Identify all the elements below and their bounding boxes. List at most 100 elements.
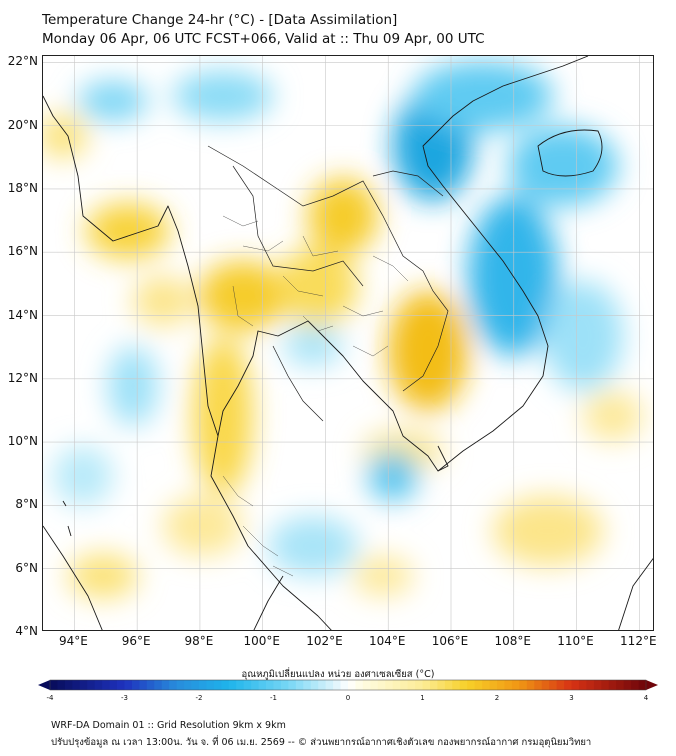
colorbar-segment [176,680,185,690]
country-borders [207,145,449,422]
colorbar-segment [400,680,408,690]
colorbar-segment [72,680,81,690]
colorbar-segment [556,680,565,690]
colorbar-segment [362,680,371,690]
colorbar-segment [236,680,245,690]
lon-label: 112°E [620,634,657,648]
colorbar-segment [154,680,163,690]
lat-label: 16°N [7,244,38,259]
colorbar-segment [325,680,334,690]
colorbar-tick: 1 [420,694,425,702]
colorbar-segment [638,680,647,690]
colorbar-segment [221,680,230,690]
lon-label: 110°E [557,634,594,648]
colorbar-segment [541,680,550,690]
colorbar-segment [601,680,610,690]
colorbar [38,679,658,691]
lon-label: 100°E [243,634,280,648]
colorbar-outline [49,679,647,691]
lat-label: 4°N [15,624,38,638]
colorbar-segment [79,680,88,690]
lat-label: 22°N [7,54,38,69]
colorbar-segment [608,680,617,690]
colorbar-segment [482,680,490,690]
colorbar-segment [623,680,632,690]
colorbar-segment [50,680,58,690]
colorbar-segment [631,680,639,690]
colorbar-segment [429,680,438,690]
colorbar-segment [161,680,170,690]
colorbar-segment [280,680,289,690]
colorbar-tick: 0 [345,694,351,702]
colorbar-title: อุณหภูมิเปลี่ยนแปลง หน่วย องศาเซลเซียส (… [241,669,435,680]
colorbar-segment [571,680,580,690]
colorbar-segment [139,680,148,690]
colorbar-segment [437,680,446,690]
colorbar-segment [109,680,118,690]
colorbar-segment [228,680,237,690]
colorbar-segment [333,680,341,690]
colorbar-segment [310,680,319,690]
colorbar-segment [243,680,252,690]
colorbar-segment [452,680,461,690]
colorbar-segment [392,680,401,690]
lat-label: 14°N [7,307,38,322]
colorbar-segment [64,680,73,690]
footer-credit: ปรับปรุงข้อมูล ณ เวลา 13:00น. วัน จ. ที่… [51,737,592,748]
colorbar-segment [549,680,557,690]
map-gridlines [43,56,653,630]
map-subtitle: Monday 06 Apr, 06 UTC FCST+066, Valid at… [42,31,485,47]
colorbar-segment [526,680,535,690]
lon-label: 98°E [184,634,214,648]
temperature-field [43,61,643,598]
colorbar-segment [213,680,222,690]
colorbar-segment [370,680,379,690]
colorbar-segment [519,680,528,690]
map-title: Temperature Change 24-hr (°C) - [Data As… [42,12,398,28]
map-canvas [43,56,653,630]
colorbar-segment [377,680,386,690]
colorbar-segment [534,680,543,690]
lon-label: 104°E [368,634,406,648]
lat-label: 18°N [7,180,38,195]
lat-label: 10°N [7,434,38,449]
colorbar-segment [146,680,155,690]
colorbar-segment [206,680,215,690]
colorbar-segment [467,680,476,690]
colorbar-segment [348,680,356,690]
lon-label: 94°E [58,634,88,648]
lon-label: 96°E [121,634,151,648]
colorbar-segment [385,680,394,690]
colorbar-tick: -1 [270,694,277,702]
colorbar-segment [415,680,423,690]
lat-label: 20°N [7,117,38,132]
colorbar-tick: 2 [494,694,500,702]
lon-label: 106°E [431,634,469,648]
colorbar-max-extend [646,680,658,690]
colorbar-segment [474,680,483,690]
colorbar-segment [318,680,327,690]
colorbar-segment [497,680,505,690]
lat-label: 8°N [15,497,38,512]
colorbar-tick: 4 [643,694,649,702]
colorbar-segment [124,680,133,690]
colorbar-tick: -4 [46,694,54,702]
colorbar-segment [593,680,602,690]
colorbar-segment [102,680,110,690]
colorbar-segment [504,680,513,690]
colorbar-segment [616,680,625,690]
lat-label: 6°N [15,560,38,575]
colorbar-segment [191,680,200,690]
colorbar-segment [511,680,520,690]
colorbar-segment [303,680,312,690]
colorbar-segment [251,680,259,690]
colorbar-segment [117,680,125,690]
colorbar-min-extend [38,680,50,690]
colorbar-segment [87,680,96,690]
colorbar-segment [258,680,267,690]
temperature-change-map [42,55,654,631]
coastlines [43,56,653,630]
colorbar-tick: -2 [195,694,203,702]
colorbar-segment [407,680,416,690]
colorbar-segment [57,680,66,690]
